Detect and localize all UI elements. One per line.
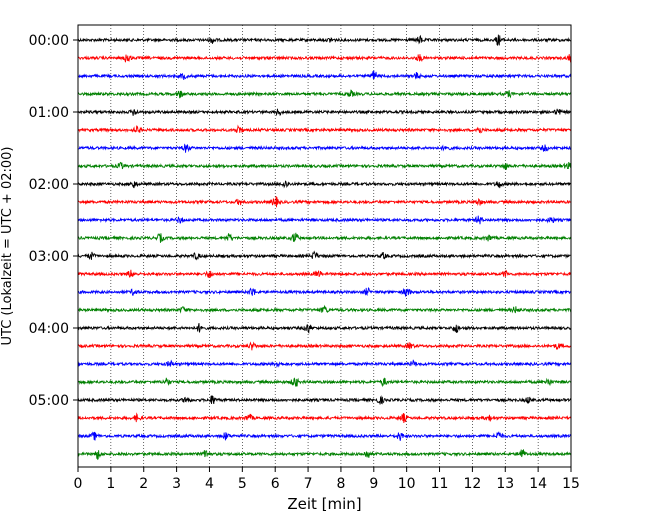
trace-line-0500 — [77, 395, 572, 405]
trace-line-0030 — [77, 70, 572, 80]
trace-line-0045 — [77, 89, 572, 99]
trace-line-0145 — [77, 161, 572, 170]
trace-line-0430 — [77, 359, 572, 369]
trace-group — [77, 34, 572, 461]
y-tick-label: 03:00 — [29, 249, 69, 265]
y-tick-label: 01:00 — [29, 105, 69, 121]
y-axis-label: UTC (Lokalzeit = UTC + 02:00) — [0, 147, 15, 346]
trace-line-0215 — [77, 196, 572, 208]
trace-line-0015 — [77, 54, 572, 63]
trace-line-0300 — [77, 250, 572, 261]
trace-line-0315 — [77, 269, 572, 278]
trace-line-0330 — [77, 287, 572, 297]
trace-line-0245 — [77, 232, 572, 243]
y-axis-ticks: 00:00 01:00 02:00 03:00 04:00 05:00 — [29, 33, 78, 409]
x-tick-label: 1 — [106, 476, 115, 492]
trace-line-0415 — [77, 341, 572, 351]
trace-line-0000 — [77, 34, 572, 46]
x-tick-label: 15 — [562, 476, 580, 492]
y-tick-label: 00:00 — [29, 33, 69, 49]
trace-line-0115 — [77, 124, 572, 134]
x-tick-label: 7 — [304, 476, 313, 492]
x-tick-label: 12 — [463, 476, 481, 492]
x-tick-label: 11 — [431, 476, 449, 492]
x-tick-label: 13 — [496, 476, 514, 492]
x-tick-label: 9 — [369, 476, 378, 492]
x-tick-label: 2 — [139, 476, 148, 492]
x-tick-label: 14 — [529, 476, 547, 492]
y-tick-label: 04:00 — [29, 321, 69, 337]
trace-line-0200 — [77, 180, 572, 189]
x-axis-label: Zeit [min] — [287, 495, 361, 513]
trace-line-0100 — [77, 108, 572, 117]
plot-frame — [77, 24, 572, 468]
x-axis-ticks: 0 1 2 3 4 5 6 7 8 9 10 11 12 13 14 15 — [74, 467, 580, 492]
trace-line-0515 — [77, 412, 572, 424]
trace-line-0530 — [77, 431, 572, 441]
x-tick-label: 6 — [271, 476, 280, 492]
trace-line-0345 — [77, 304, 572, 314]
trace-line-0230 — [77, 215, 572, 225]
x-tick-label: 5 — [238, 476, 247, 492]
x-tick-label: 10 — [398, 476, 416, 492]
x-tick-label: 0 — [74, 476, 83, 492]
trace-line-0130 — [77, 143, 572, 153]
y-tick-label: 02:00 — [29, 177, 69, 193]
x-tick-label: 8 — [336, 476, 345, 492]
trace-line-0545 — [77, 449, 572, 461]
y-tick-label: 05:00 — [29, 393, 69, 409]
x-tick-label: 3 — [172, 476, 181, 492]
x-tick-label: 4 — [205, 476, 214, 492]
trace-line-0445 — [77, 377, 572, 388]
trace-line-0400 — [77, 323, 572, 334]
